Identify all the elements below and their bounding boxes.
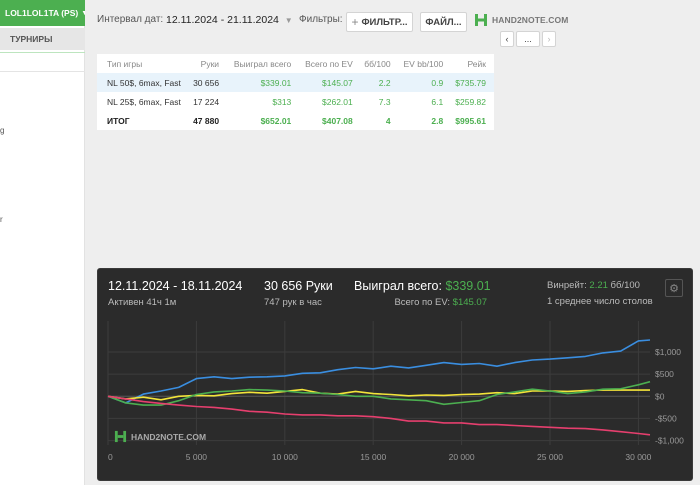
table-row[interactable]: NL 50$, 6max, Fast 30 656 $339.01 $145.0… [97,73,494,92]
plus-icon: + [351,15,359,29]
filters-label: Фильтры: [299,14,343,25]
col-header[interactable]: бб/100 [364,58,391,69]
x-tick-label: 20 000 [449,452,475,462]
y-tick-label: $1,000 [655,347,681,357]
nav-prev-button[interactable]: ‹ [500,31,514,47]
y-tick-label: $0 [655,391,665,401]
nav-more-button[interactable]: ... [516,31,540,47]
chevron-down-icon: ▼ [81,9,85,17]
cell-game-type: NL 25$, 6max, Fast [107,96,181,107]
y-tick-label: -$500 [655,413,677,423]
col-header[interactable]: Руки [200,58,220,69]
cell-ev: $145.07 [299,73,361,92]
cell-total-label: ИТОГ [107,115,130,126]
gear-icon[interactable]: ⚙ [665,279,683,297]
cell-ev-bb100: 6.1 [431,96,444,107]
cell-rake: $259.82 [455,96,486,107]
graph-tables-avg: 1 среднее число столов [547,296,653,307]
graph-hands-per-hour: 747 рук в час [264,297,322,308]
x-tick-label: 10 000 [272,452,298,462]
ev-value: $145.07 [452,297,487,308]
hand2note-logo-icon [114,430,127,443]
series-line [107,388,650,401]
col-header[interactable]: Выиграл всего [233,58,292,69]
won-value: $339.01 [445,279,491,293]
graph-winrate: Винрейт: 2.21 бб/100 [547,280,640,291]
x-tick-label: 5 000 [186,452,208,462]
date-range-value: 12.11.2024 - 21.11.2024 [166,14,279,26]
winrate-value: 2.21 [589,280,608,291]
tab-tournaments[interactable]: ТУРНИРЫ [0,28,85,50]
cell-ev: $262.01 [322,96,353,107]
won-label: Выиграл всего: [354,279,442,293]
table-row[interactable]: NL 25$, 6max, Fast 17 224 $313 $262.01 7… [97,92,494,111]
graph-hands: 30 656 Руки [264,279,333,293]
cell-rake: $995.61 [455,115,486,126]
player-selector[interactable]: LOL1LOL1TA (PS) ▼ [0,0,85,26]
graph-panel: 0 5 000 10 000 15 000 20 000 25 000 30 000 $1,0… [97,268,693,481]
col-header[interactable]: Рейк [467,58,487,69]
cell-game-type: NL 50$, 6max, Fast [97,73,190,92]
cell-hands: 17 224 [193,96,220,107]
profit-graph: 0 5 000 10 000 15 000 20 000 25 000 30 000 $1,0… [107,321,684,462]
sidebar-fragment: r [0,215,3,224]
series-line [107,395,651,436]
table-total-row: ИТОГ 47 880 $652.01 $407.08 4 2.8 $995.6… [97,111,494,130]
cell-won: $339.01 [227,73,300,92]
sidebar: LOL1LOL1TA (PS) ▼ ТУРНИРЫ g r [0,0,85,485]
sidebar-selected-row[interactable] [0,52,85,72]
winrate-unit: бб/100 [610,280,640,291]
winrate-label: Винрейт: [547,280,587,291]
series-line [107,339,651,404]
graph-won-total: Выиграл всего: $339.01 [354,279,491,293]
stats-table: Тип игры Руки Выиграл всего Всего по EV … [97,54,494,130]
cell-won: $313 [272,96,292,107]
ev-label: Всего по EV: [394,297,451,308]
cell-ev-bb100: 2.8 [431,115,444,126]
chevron-down-icon: ▼ [284,16,293,25]
cell-ev: $407.08 [322,115,353,126]
date-range-picker[interactable]: 12.11.2024 - 21.11.2024 ▼ [166,14,293,26]
sidebar-fragment: g [0,126,5,135]
cell-bb100: 7.3 [378,96,391,107]
y-tick-label: -$1,000 [655,436,684,446]
series-line [107,380,651,406]
filter-button-label: ФИЛЬТР... [361,16,408,28]
logo-text: HAND2NOTE.COM [492,15,569,25]
graph-ev-total: Всего по EV: $145.07 [394,297,487,308]
cell-ev-bb100: 0.9 [398,73,452,92]
cell-bb100: 4 [385,115,391,126]
watermark-text: HAND2NOTE.COM [131,431,207,442]
cell-rake: $735.79 [451,73,494,92]
file-button[interactable]: ФАЙЛ... [420,12,467,32]
x-tick-label: 0 [108,452,113,462]
x-tick-label: 25 000 [537,452,563,462]
graph-date-range: 12.11.2024 - 18.11.2024 [108,279,243,293]
filter-button[interactable]: + ФИЛЬТР... [346,12,413,32]
cell-won: $652.01 [260,115,292,126]
x-tick-label: 30 000 [625,452,651,462]
cell-bb100: 2.2 [360,73,399,92]
table-header-row: Тип игры Руки Выиграл всего Всего по EV … [97,54,494,73]
graph-active-time: Активен 41ч 1м [108,297,177,308]
col-header[interactable]: EV bb/100 [403,58,444,69]
x-tick-label: 15 000 [360,452,386,462]
nav-next-button[interactable]: › [542,31,556,47]
hand2note-logo-icon [475,14,487,26]
interval-label: Интервал дат: [97,14,164,25]
col-header[interactable]: Тип игры [107,58,143,69]
cell-hands: 47 880 [193,115,220,126]
cell-hands: 30 656 [189,73,228,92]
player-name: LOL1LOL1TA (PS) [5,8,79,18]
graph-watermark: HAND2NOTE.COM [114,430,206,443]
y-tick-label: $500 [655,369,674,379]
col-header[interactable]: Всего по EV [305,58,353,69]
logo: HAND2NOTE.COM [474,13,568,27]
